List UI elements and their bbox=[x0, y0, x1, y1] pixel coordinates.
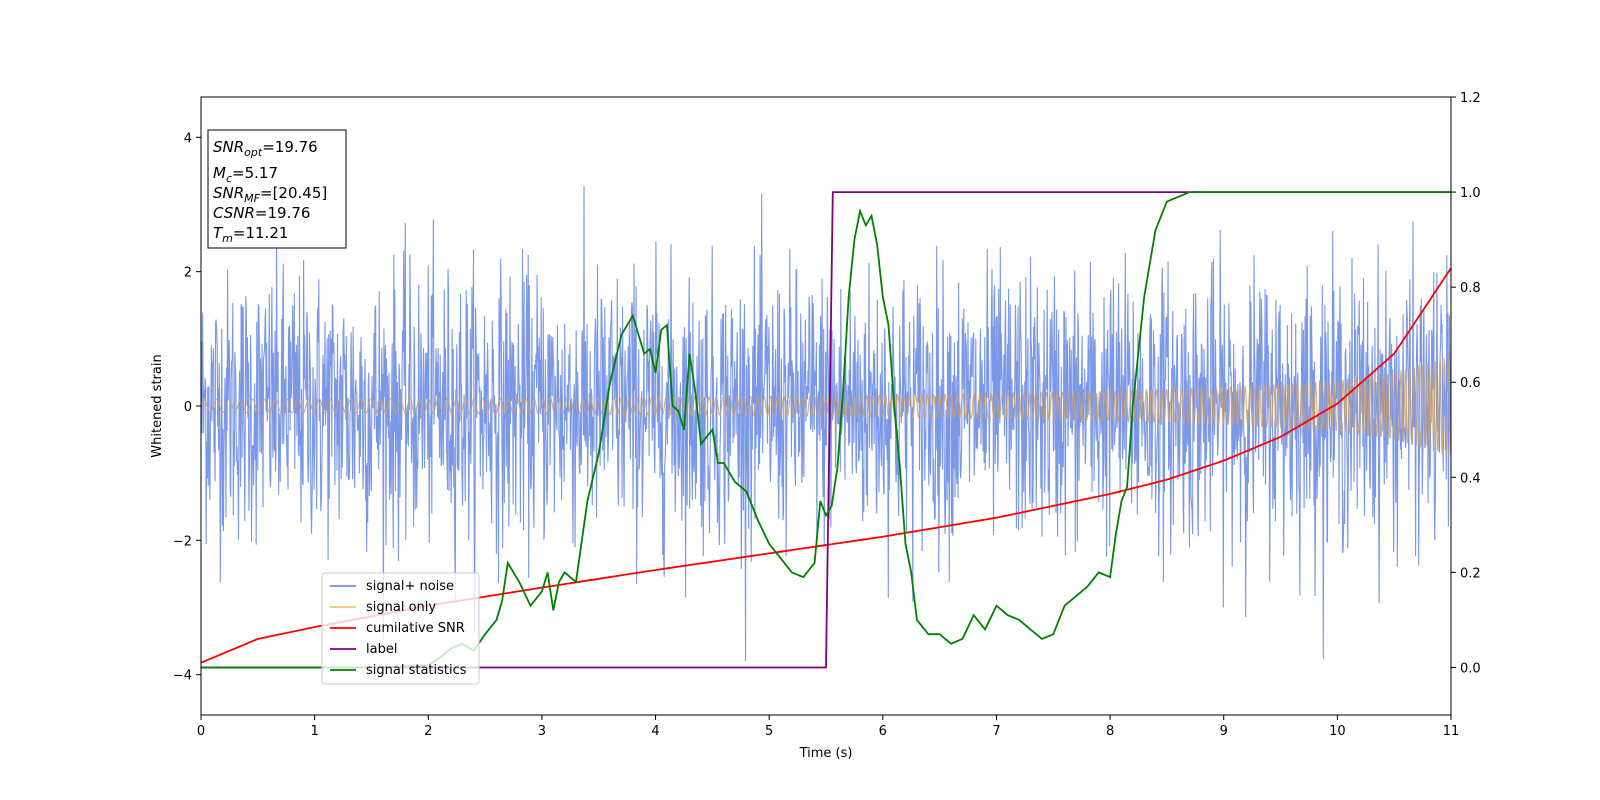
y2-tick-label: 0.0 bbox=[1460, 661, 1481, 676]
y-axis-label: Whitened strain bbox=[150, 354, 165, 457]
x-tick-label: 4 bbox=[651, 724, 659, 739]
label-line bbox=[201, 191, 1451, 669]
y2-tick-label: 1.2 bbox=[1460, 91, 1481, 106]
legend: signal+ noise signal only cumilative SNR la… bbox=[321, 572, 480, 685]
y2-tick-label: 0.4 bbox=[1460, 471, 1481, 486]
legend-label: label bbox=[366, 642, 397, 657]
y-tick-label: 2 bbox=[184, 266, 192, 281]
signal-noise-series bbox=[201, 185, 1451, 662]
x-tick-label: 3 bbox=[538, 724, 546, 739]
signal-only-series bbox=[201, 357, 1451, 455]
signal-only-line bbox=[201, 357, 1451, 455]
signal-noise-line bbox=[201, 185, 1451, 662]
x-axis-label: Time (s) bbox=[799, 746, 853, 761]
x-tick-label: 1 bbox=[310, 724, 318, 739]
y2-tick-label: 0.6 bbox=[1460, 376, 1481, 391]
x-tick-label: 7 bbox=[992, 724, 1000, 739]
legend-label: signal statistics bbox=[366, 663, 467, 678]
stat-mc: Mc=5.17 bbox=[213, 164, 278, 185]
x-tick-label: 11 bbox=[1443, 724, 1460, 739]
legend-label: signal only bbox=[366, 600, 436, 615]
y-tick-label: −4 bbox=[173, 669, 192, 684]
y-tick-label: 4 bbox=[184, 131, 192, 146]
y-tick-label: 0 bbox=[184, 400, 192, 415]
stat-snr-opt: SNRopt=19.76 bbox=[213, 138, 318, 159]
x-tick-label: 6 bbox=[879, 724, 887, 739]
x-tick-label: 2 bbox=[424, 724, 432, 739]
x-tick-label: 10 bbox=[1329, 724, 1346, 739]
legend-label: cumilative SNR bbox=[366, 621, 465, 636]
stat-tm: Tm=11.21 bbox=[213, 224, 288, 245]
y2-tick-label: 1.0 bbox=[1460, 186, 1481, 201]
x-tick-label: 0 bbox=[197, 724, 205, 739]
x-tick-label: 8 bbox=[1106, 724, 1114, 739]
stat-snr-mf: SNRMF=[20.45] bbox=[213, 184, 327, 205]
legend-label: signal+ noise bbox=[366, 579, 454, 594]
stat-csnr: CSNR=19.76 bbox=[213, 204, 310, 222]
y2-axis-ticks: 0.0 0.2 0.4 0.6 0.8 1.0 1.2 bbox=[1451, 91, 1481, 676]
y2-tick-label: 0.8 bbox=[1460, 281, 1481, 296]
signal-statistics-line bbox=[201, 191, 1451, 669]
x-tick-label: 9 bbox=[1220, 724, 1228, 739]
y-axis-ticks: −4 −2 0 2 4 bbox=[173, 131, 201, 684]
y2-tick-label: 0.2 bbox=[1460, 566, 1481, 581]
stats-box: SNRopt=19.76 Mc=5.17 SNRMF=[20.45] CSNR=… bbox=[207, 129, 347, 249]
x-axis-ticks: 0 1 2 3 4 5 6 7 8 9 10 11 bbox=[197, 715, 1459, 739]
x-tick-label: 5 bbox=[765, 724, 773, 739]
y-tick-label: −2 bbox=[173, 534, 192, 549]
